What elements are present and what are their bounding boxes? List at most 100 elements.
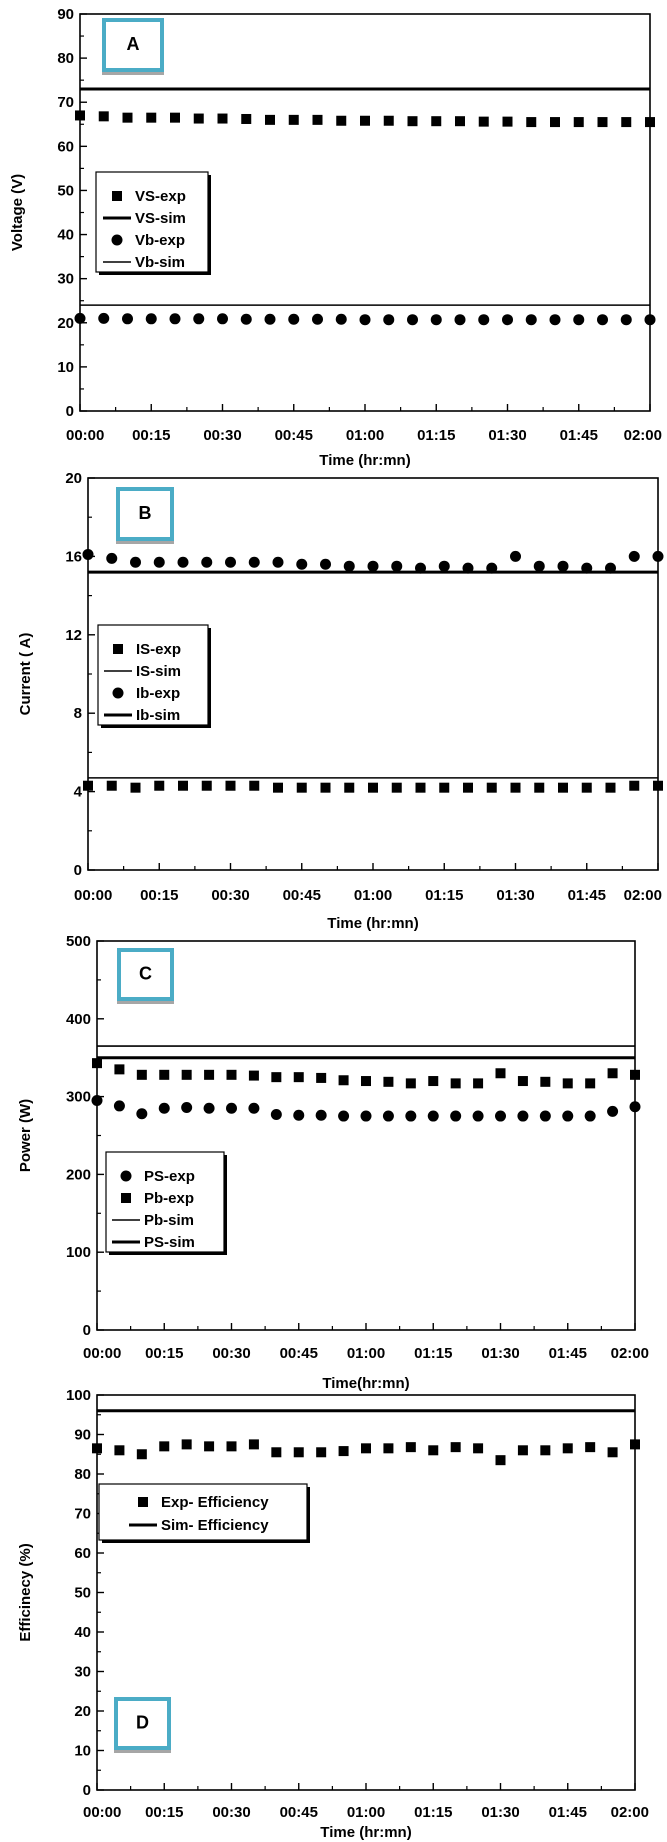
legend-label: Vb-exp: [135, 232, 185, 249]
data-point-circle: [360, 1110, 372, 1122]
data-point-circle: [169, 313, 181, 325]
x-tick-label: 00:30: [211, 887, 249, 904]
y-axis-title: Efficinecy (%): [17, 1543, 34, 1641]
data-point-square: [170, 112, 180, 123]
series-exp-efficiency: [92, 1439, 640, 1466]
x-tick-label: 00:00: [83, 1345, 121, 1362]
x-tick-label: 00:00: [74, 887, 112, 904]
x-tick-label: 00:30: [212, 1345, 250, 1362]
y-tick-label: 90: [57, 6, 74, 23]
legend-label: Ib-sim: [136, 707, 180, 724]
data-point-circle: [454, 314, 466, 326]
y-tick-label: 0: [66, 403, 74, 420]
legend-frame: [97, 624, 209, 726]
x-axis-title: Time (hr:mn): [327, 915, 418, 932]
data-point-circle: [343, 560, 355, 572]
data-point-square: [146, 112, 157, 123]
y-tick-label: 100: [66, 1387, 91, 1404]
data-point-circle: [472, 1110, 484, 1122]
y-axis-title: Power (W): [17, 1099, 34, 1172]
x-tick-label: 00:15: [132, 427, 170, 444]
data-point-square: [106, 780, 117, 791]
x-tick-label: 01:45: [549, 1804, 587, 1821]
data-point-square: [249, 780, 260, 791]
data-point-circle: [130, 556, 141, 568]
data-point-square: [558, 782, 568, 793]
legend-label: Pb-sim: [144, 1212, 194, 1229]
data-point-circle: [106, 552, 118, 564]
data-point-circle: [652, 550, 664, 562]
data-point-circle: [620, 314, 632, 326]
data-point-circle: [338, 1110, 350, 1122]
data-point-square: [621, 117, 632, 128]
panel-label-text: C: [139, 964, 152, 984]
data-point-circle: [359, 314, 371, 326]
data-point-circle: [270, 1108, 282, 1120]
data-point-square: [312, 114, 323, 125]
data-point-square: [136, 1069, 147, 1080]
panel-label-frame: [117, 948, 174, 1001]
y-tick-label: 0: [83, 1782, 91, 1799]
data-point-circle: [539, 1110, 551, 1122]
data-point-square: [415, 782, 426, 793]
data-point-circle: [248, 556, 260, 568]
data-point-circle: [74, 312, 86, 324]
data-point-square: [181, 1439, 192, 1450]
data-point-square: [428, 1445, 439, 1456]
data-point-square: [114, 1064, 125, 1075]
data-point-circle: [320, 558, 331, 570]
data-point-square: [431, 116, 442, 127]
data-point-square: [344, 782, 355, 793]
series-is-exp: [83, 780, 663, 793]
data-point-circle: [98, 312, 110, 324]
data-point-circle: [264, 313, 276, 325]
x-tick-label: 01:30: [496, 887, 534, 904]
data-point-circle: [628, 550, 640, 562]
data-point-square: [473, 1443, 484, 1454]
chart-panel-b: 0 4 8 12 16 20 00:00 00:15 00:30 00:45 01:00 01:15 0…: [17, 470, 664, 932]
x-tick-label: 00:45: [280, 1345, 318, 1362]
y-tick-label: 60: [74, 1545, 91, 1562]
series-vb-exp: [74, 312, 656, 326]
data-point-circle: [240, 313, 252, 325]
data-point-circle: [557, 560, 569, 572]
data-point-square: [455, 116, 465, 127]
x-tick-label: 00:30: [212, 1804, 250, 1821]
data-point-circle: [158, 1102, 170, 1114]
legend-label: Exp- Efficiency: [161, 1494, 269, 1511]
data-point-square: [562, 1443, 573, 1454]
data-point-circle: [382, 1110, 394, 1122]
data-point-square: [585, 1078, 596, 1089]
legend: Exp- Efficiency Sim- Efficiency: [98, 1483, 310, 1543]
data-point-circle: [136, 1108, 148, 1120]
x-tick-label: 02:00: [624, 887, 662, 904]
data-point-square: [83, 780, 93, 791]
data-point-circle: [312, 313, 323, 325]
y-tick-label: 40: [74, 1624, 91, 1641]
data-point-circle: [122, 313, 133, 325]
data-point-circle: [335, 313, 347, 325]
data-point-square: [130, 782, 141, 793]
data-point-square: [271, 1072, 282, 1083]
y-tick-label: 50: [57, 182, 74, 199]
data-point-square: [248, 1070, 259, 1081]
data-point-square: [98, 111, 109, 122]
y-tick-label: 8: [74, 705, 82, 722]
panel-label: B: [116, 487, 174, 544]
data-point-square: [288, 114, 299, 125]
data-point-square: [405, 1078, 416, 1089]
y-tick-label: 80: [74, 1466, 91, 1483]
data-point-square: [562, 1078, 573, 1089]
x-tick-label: 01:15: [414, 1804, 452, 1821]
data-point-square: [383, 1443, 394, 1454]
data-point-square: [428, 1076, 439, 1087]
legend: VS-exp VS-sim Vb-exp Vb-sim: [95, 171, 211, 275]
x-tick-label: 01:45: [560, 427, 598, 444]
data-point-square: [653, 780, 663, 791]
y-tick-label: 70: [74, 1506, 91, 1523]
panel-label: A: [102, 18, 164, 75]
y-tick-label: 20: [65, 470, 82, 487]
data-point-square: [573, 117, 584, 128]
series-ib-exp: [82, 548, 664, 574]
x-tick-label: 00:45: [283, 887, 321, 904]
